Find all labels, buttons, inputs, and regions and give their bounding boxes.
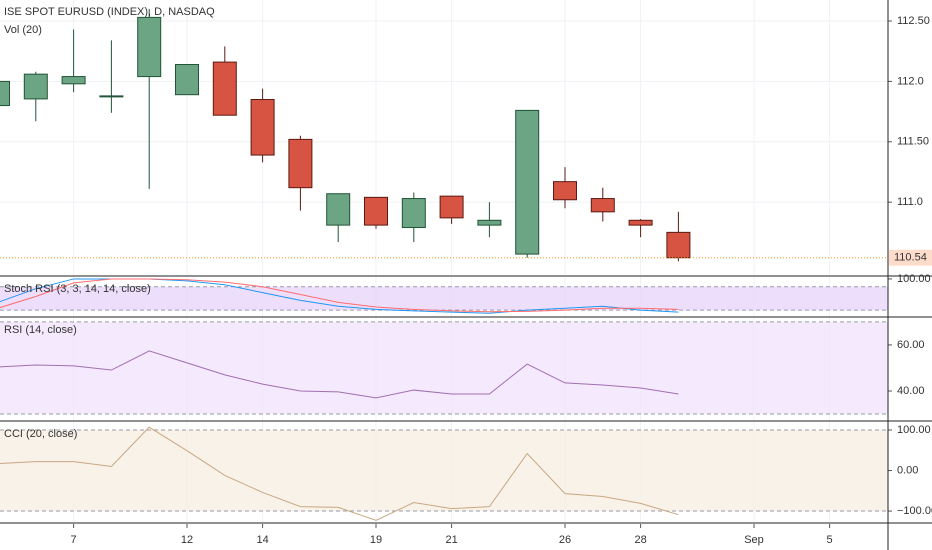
y-tick-label: 60.00 [897,339,925,351]
x-tick-label: 12 [181,534,193,546]
candle-body [326,193,351,226]
band-fill [0,286,888,311]
y-tick-label: 40.00 [897,385,925,397]
x-tick-label: 26 [559,534,571,546]
candle-body [401,198,426,229]
candle-body [553,181,577,201]
candle-body [212,61,237,116]
candle-body [61,76,86,85]
y-tick-label: 111.0 [897,196,923,208]
last-price-box [889,249,932,266]
indicator-title: Vol (20) [4,24,42,36]
indicator-title: CCI (20, close) [4,428,77,440]
candle-body [439,195,464,219]
candle-body [364,196,388,226]
indicator-title: RSI (14, close) [4,324,77,336]
candle-body [99,95,124,98]
chart-title: ISE SPOT EURUSD (INDEX), D, NASDAQ [4,6,215,18]
candle-body [0,80,10,107]
x-tick-label: 19 [370,534,382,546]
x-tick-label: 14 [256,534,268,546]
candle-body [137,16,162,78]
band-fill [0,321,888,415]
candle-body [175,63,199,96]
y-tick-label: 100.00 [897,424,931,436]
y-tick-label: 100.00 [897,273,931,285]
indicator-line [0,426,679,521]
indicator-title: Stoch RSI (3, 3, 14, 14, close) [4,283,151,295]
y-tick-label: 112.0 [897,75,924,87]
candle-body [477,219,502,226]
y-tick-label: 112.50 [897,15,930,27]
x-tick-label: 28 [634,534,646,546]
candle-body [628,219,653,226]
candle-body [590,198,615,213]
x-tick-label: 21 [445,534,457,546]
x-tick-label: Sep [744,534,764,546]
candle-body [23,73,48,100]
candle-body [288,138,313,189]
y-tick-label: −100.00 [897,505,932,517]
y-tick-label: 111.50 [897,136,929,148]
last-price-label: 110.54 [894,252,927,264]
candle-body [515,109,540,255]
indicator-line [0,350,679,399]
candle-body [250,99,275,156]
candle-body [666,231,691,259]
band-fill [0,430,888,512]
y-tick-label: 0.00 [897,464,918,476]
x-tick-label: 5 [827,534,833,546]
indicator-line [0,278,679,313]
x-tick-label: 7 [71,534,77,546]
